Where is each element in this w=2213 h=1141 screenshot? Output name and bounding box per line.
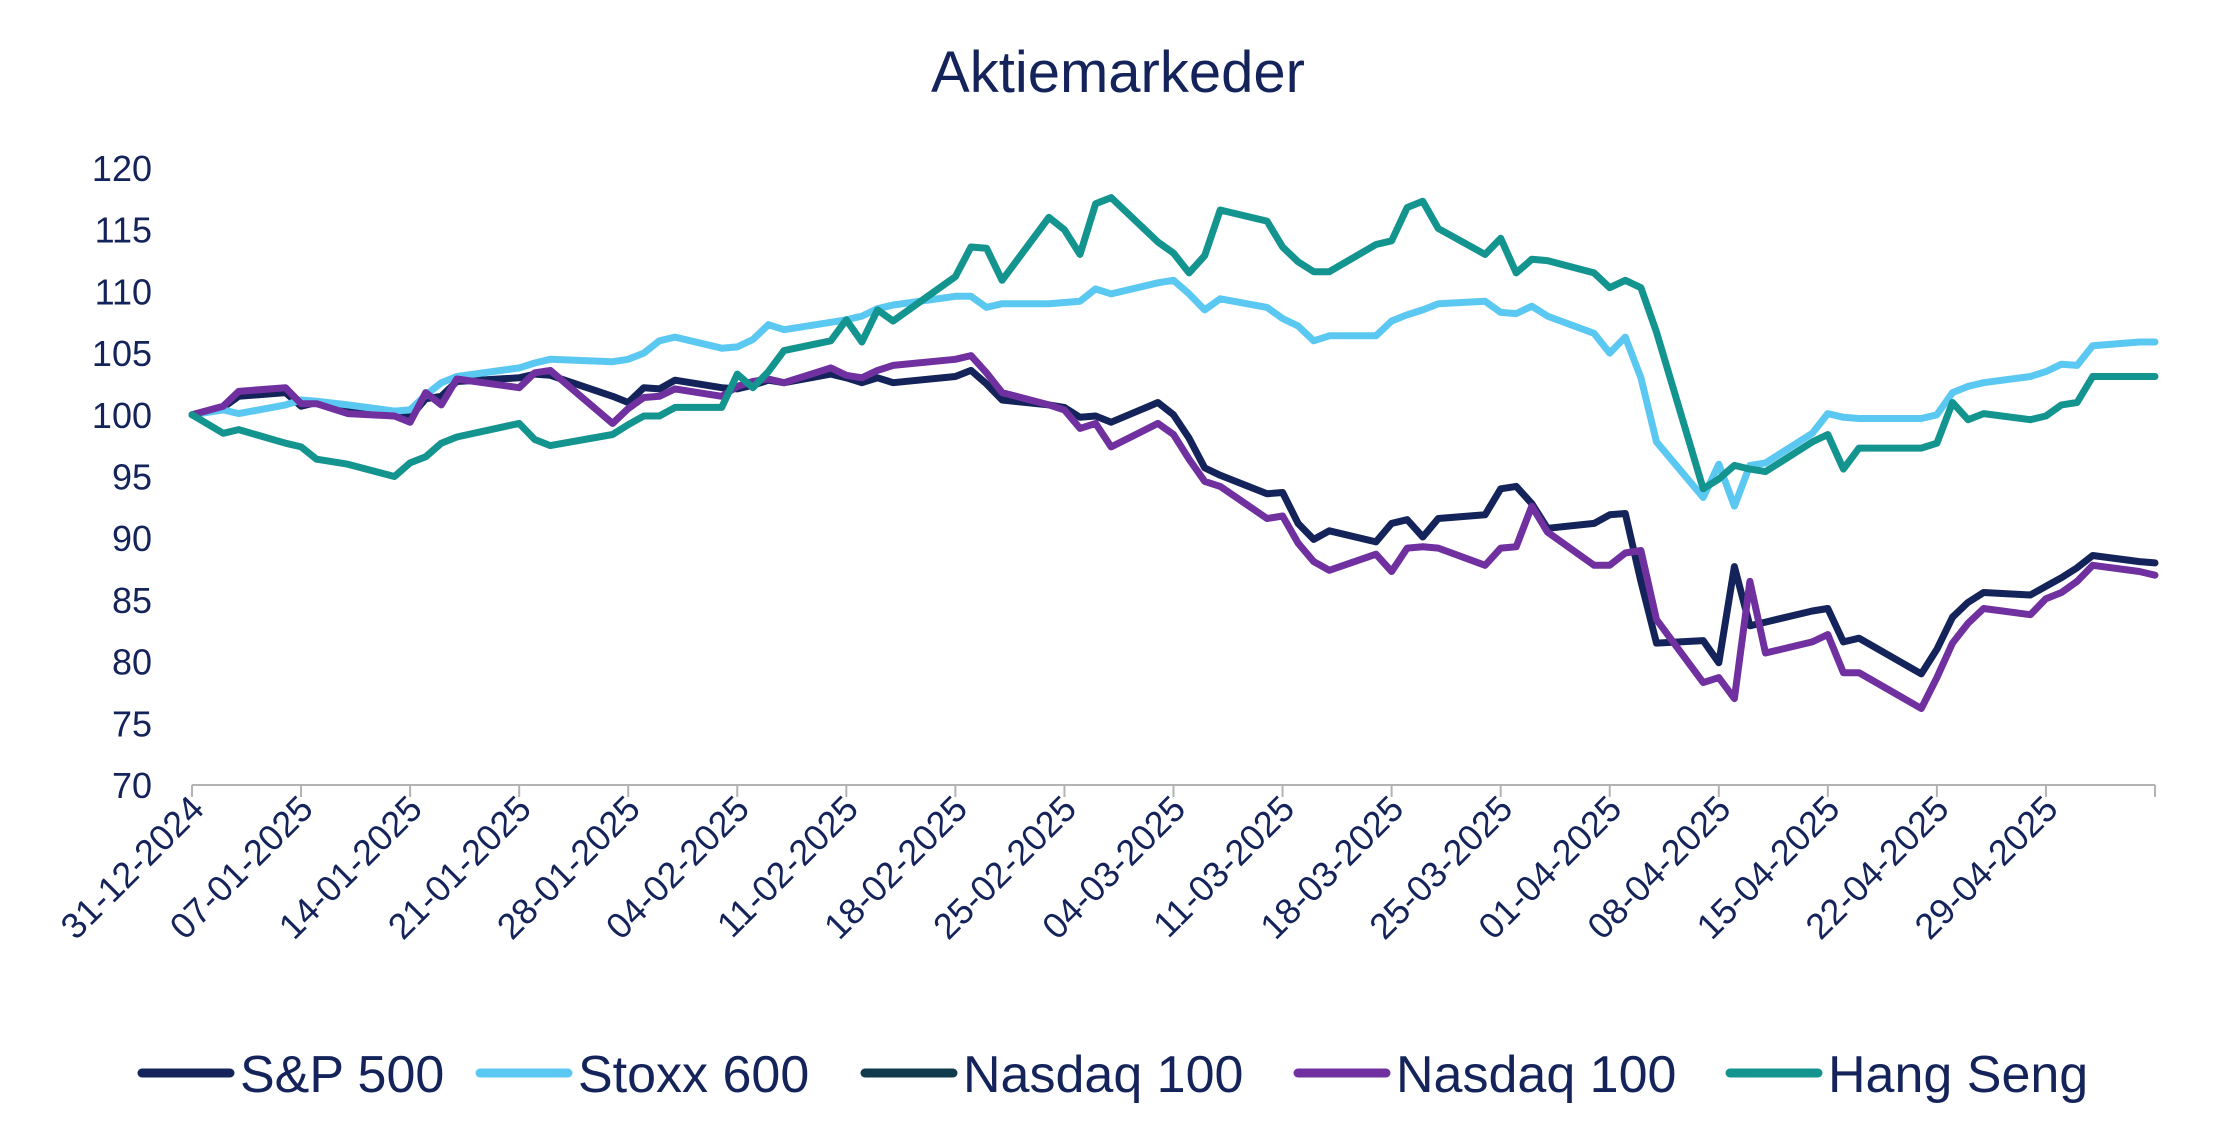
- y-tick-label: 120: [92, 148, 152, 189]
- series-line-0: [188, 366, 2159, 678]
- y-tick-label: 85: [112, 580, 152, 621]
- y-tick-label: 95: [112, 457, 152, 498]
- chart-title: Aktiemarkeder: [931, 40, 1305, 105]
- x-axis: 31-12-202407-01-202514-01-202521-01-2025…: [52, 784, 2156, 947]
- legend-label-1: Stoxx 600: [578, 1046, 809, 1104]
- y-tick-label: 75: [112, 703, 152, 744]
- y-tick-label: 70: [112, 765, 152, 806]
- y-tick-label: 105: [92, 333, 152, 374]
- y-tick-label: 90: [112, 518, 152, 559]
- series-line-1: [188, 276, 2159, 510]
- legend-label-4: Hang Seng: [1828, 1046, 2088, 1104]
- legend-label-2: Nasdaq 100: [963, 1046, 1243, 1104]
- legend-label-0: S&P 500: [240, 1046, 444, 1104]
- y-tick-label: 110: [95, 271, 152, 312]
- y-tick-label: 100: [92, 395, 152, 436]
- series-layer: [188, 194, 2159, 712]
- legend: S&P 500 Stoxx 600 Nasdaq 100 Nasdaq 100 Hang…: [137, 1046, 2088, 1104]
- y-axis: 70 75 80 85 90 95 100 105 110 115 120: [92, 148, 152, 806]
- y-tick-label: 80: [112, 642, 152, 683]
- legend-label-3: Nasdaq 100: [1396, 1046, 1676, 1104]
- y-tick-label: 115: [95, 210, 152, 251]
- series-line-4: [188, 194, 2159, 493]
- series-line-3: [188, 352, 2159, 712]
